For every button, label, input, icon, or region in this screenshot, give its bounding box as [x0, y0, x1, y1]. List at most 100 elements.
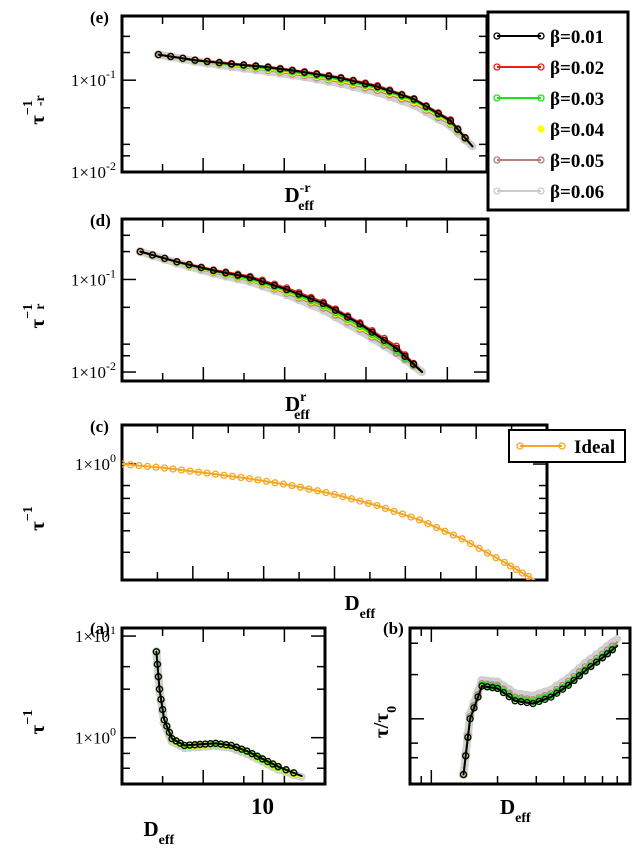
series-point: [330, 490, 339, 499]
series-point: [246, 273, 254, 282]
series-point: [392, 344, 401, 353]
series-point: [313, 70, 321, 78]
x-axis-label: Deff: [144, 817, 175, 848]
series-point: [386, 87, 394, 95]
series-point: [603, 650, 612, 658]
series-point: [227, 60, 236, 68]
series-point: [381, 504, 390, 513]
series-point: [126, 461, 135, 469]
x-axis-label: Deff: [345, 591, 376, 622]
legend-swatch-point: [537, 63, 545, 71]
series-point: [295, 290, 303, 298]
series-point: [222, 741, 230, 749]
series-point: [478, 682, 486, 690]
y-tick-label: 1×10-1: [71, 67, 116, 90]
y-axis-label-sup: −1: [21, 506, 36, 521]
plot-frame: [120, 626, 327, 786]
series-point: [410, 95, 418, 103]
series-point: [154, 673, 163, 681]
series-line: [155, 650, 303, 777]
series-point: [240, 61, 248, 69]
series-point: [206, 739, 215, 748]
x-tick-label: 10: [251, 794, 274, 819]
series-point: [157, 695, 165, 704]
series-line: [122, 463, 536, 580]
y-axis-label: τ−1: [21, 506, 49, 531]
plot-frame: [120, 14, 489, 174]
series-point: [154, 50, 163, 59]
panel-b: (b) Deff τ/τ0: [369, 619, 632, 826]
y-axis-label-base: τ: [25, 115, 49, 125]
legend-label: β=0.06: [550, 182, 604, 203]
series-point: [276, 65, 284, 73]
series-point: [464, 733, 472, 742]
series-point: [356, 320, 364, 328]
series-point: [344, 313, 352, 321]
y-tick-base: 1×10: [71, 270, 106, 289]
y-axis-label-base: τ: [25, 521, 49, 531]
series-line: [462, 645, 619, 776]
y-tick-base: 1×10: [71, 71, 106, 90]
legend-label: β=0.05: [550, 151, 604, 172]
x-axis-label-sub: eff: [159, 833, 175, 848]
legend-label: β=0.01: [550, 27, 604, 48]
series-point: [356, 497, 364, 505]
x-axis-label-base: D: [285, 183, 300, 207]
y-axis-label-post: -r: [33, 95, 48, 106]
legend-swatch-point: [493, 32, 501, 40]
series-point: [446, 117, 455, 125]
series-point: [581, 667, 589, 675]
series-point: [339, 492, 347, 501]
y-axis-label-sub: 0: [385, 706, 400, 713]
series-point: [274, 762, 282, 771]
series-point: [401, 352, 409, 360]
series-point: [368, 328, 376, 336]
y-tick-exp: -2: [106, 159, 116, 173]
legend-swatch-point: [493, 94, 501, 102]
panel-label: (c): [90, 417, 109, 436]
series-point: [264, 63, 272, 71]
series-point: [163, 722, 171, 730]
series-point: [135, 246, 145, 257]
series-point: [313, 487, 322, 495]
series-point: [483, 683, 491, 691]
series-point: [493, 684, 502, 693]
series-point: [185, 261, 193, 269]
y-axis-label-post: r: [33, 304, 48, 310]
legend-swatch-point: [537, 32, 545, 40]
series-point: [535, 697, 543, 706]
series-point: [283, 285, 291, 294]
series-point: [459, 770, 468, 779]
x-axis-label-sub: eff: [360, 607, 376, 622]
series-point: [245, 474, 254, 483]
y-axis-label: τ−1r: [21, 304, 49, 329]
panel-label: (d): [90, 211, 111, 230]
series-line: [139, 250, 424, 373]
x-axis-label-base: D: [285, 392, 300, 416]
series-point: [288, 481, 296, 490]
x-axis-label-sub: eff: [294, 408, 310, 423]
series-point: [462, 752, 470, 760]
y-tick-base: 1×10: [71, 363, 106, 382]
series-point: [518, 569, 527, 577]
series-point: [441, 527, 449, 535]
series-point: [349, 77, 357, 85]
series-point: [179, 54, 187, 62]
series-line: [157, 53, 474, 148]
series-point: [570, 676, 578, 685]
x-axis-label: Dr eff: [285, 390, 310, 423]
series-point: [474, 693, 482, 701]
series-point: [466, 539, 475, 548]
series-point: [558, 685, 567, 693]
x-axis-label-sub: eff: [298, 199, 314, 214]
x-axis-label-sup: r: [300, 390, 306, 405]
panel-label: (e): [90, 8, 109, 27]
series-point: [186, 467, 194, 475]
series-line: [139, 250, 424, 373]
series-point: [288, 66, 296, 75]
series-point: [390, 507, 398, 515]
y-axis-label-base: τ/τ: [369, 713, 393, 739]
series-line: [157, 53, 474, 148]
series-point: [470, 704, 478, 712]
series-point: [575, 672, 584, 680]
